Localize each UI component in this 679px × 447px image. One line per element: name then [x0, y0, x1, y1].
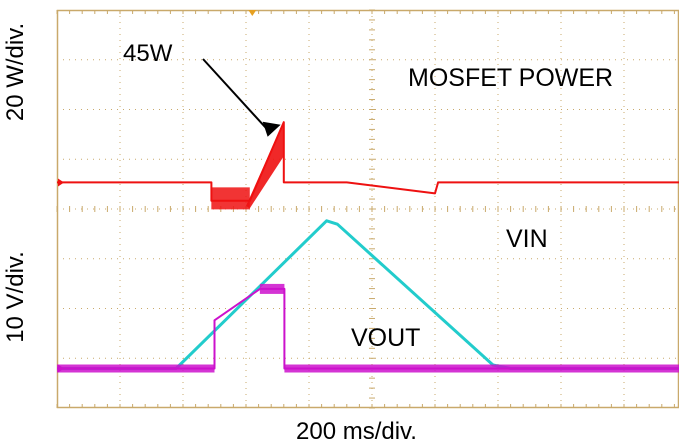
- vout-noise-band: [57, 364, 215, 373]
- power-ramp-band: [246, 121, 284, 209]
- channel-marker-power: [58, 178, 64, 187]
- x-axis-label: 200 ms/div.: [296, 418, 417, 445]
- channel-marker-vout: [58, 364, 64, 373]
- y-axis-label-power: 20 W/div.: [2, 22, 30, 122]
- series-label-vout: VOUT: [351, 324, 421, 352]
- y-axis-label-voltage: 10 V/div.: [1, 251, 29, 343]
- trigger-marker: [248, 10, 257, 16]
- annotation-arrow: [202, 58, 268, 130]
- traces: [57, 10, 679, 373]
- vout-noise-band: [259, 283, 285, 294]
- vout-noise-band: [284, 364, 679, 373]
- series-label-mosfet-power: MOSFET POWER: [408, 64, 614, 92]
- annotation-arrowhead: [262, 121, 281, 137]
- annotation-peak-power: 45W: [123, 40, 173, 67]
- plot-background: [57, 10, 679, 408]
- series-label-vin: VIN: [506, 225, 548, 253]
- power-noise-band: [211, 187, 250, 210]
